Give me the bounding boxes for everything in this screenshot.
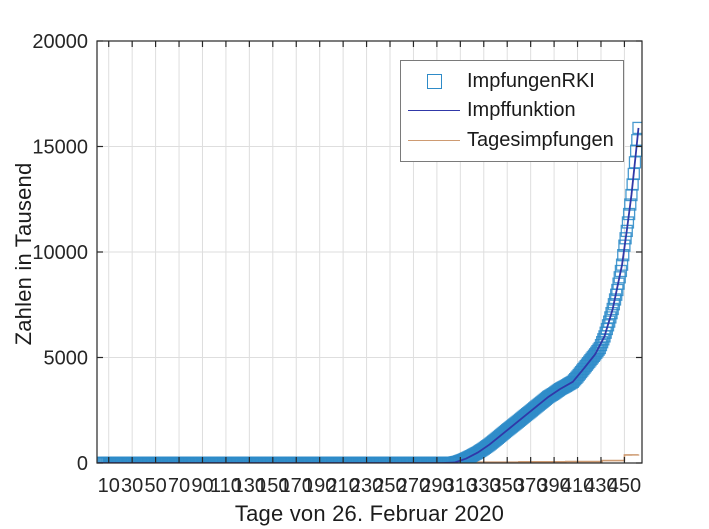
svg-text:270: 270 [397,475,430,497]
svg-text:10000: 10000 [32,242,88,264]
svg-text:70: 70 [168,475,190,497]
svg-text:20000: 20000 [32,31,88,53]
y-tick-labels: 0 5000 10000 15000 20000 [32,31,88,475]
svg-text:230: 230 [350,475,383,497]
line-icon [408,110,460,112]
svg-text:310: 310 [444,475,477,497]
svg-text:350: 350 [491,475,524,497]
legend-item-tagesimpfungen: Tagesimpfungen [401,126,623,155]
svg-text:5000: 5000 [44,348,89,370]
legend-label: ImpfungenRKI [467,70,595,93]
svg-text:10: 10 [98,475,120,497]
svg-text:330: 330 [467,475,500,497]
svg-text:450: 450 [608,475,641,497]
open-square-icon [426,74,442,90]
svg-text:430: 430 [584,475,617,497]
svg-text:0: 0 [77,453,88,475]
svg-text:170: 170 [280,475,313,497]
svg-text:130: 130 [233,475,266,497]
svg-text:390: 390 [537,475,570,497]
axes-box [96,40,643,464]
svg-text:370: 370 [514,475,547,497]
legend-item-impfungenrki: ImpfungenRKI [401,67,623,96]
svg-text:15000: 15000 [32,137,88,159]
series-impffunktion [98,127,640,463]
svg-text:190: 190 [303,475,336,497]
legend-label: Tagesimpfungen [467,128,614,151]
x-axis-label: Tage von 26. Februar 2020 [234,501,505,526]
legend-label: Impffunktion [467,99,576,122]
svg-text:50: 50 [144,475,166,497]
line-icon [408,139,460,141]
svg-text:210: 210 [326,475,359,497]
svg-text:110: 110 [210,475,242,497]
x-tick-labels: 10 30 50 70 90110130150170190210230250270290… [98,475,642,497]
svg-text:410: 410 [561,475,594,497]
svg-text:250: 250 [373,475,406,497]
svg-text:150: 150 [256,475,289,497]
svg-text:30: 30 [121,475,143,497]
svg-text:90: 90 [191,475,213,497]
svg-text:290: 290 [420,475,453,497]
legend-item-impffunktion: Impffunktion [401,96,623,125]
chart-legend: ImpfungenRKI Impffunktion Tagesimpfungen [400,60,624,162]
y-axis-label: Zahlen in Tausend [11,162,36,346]
